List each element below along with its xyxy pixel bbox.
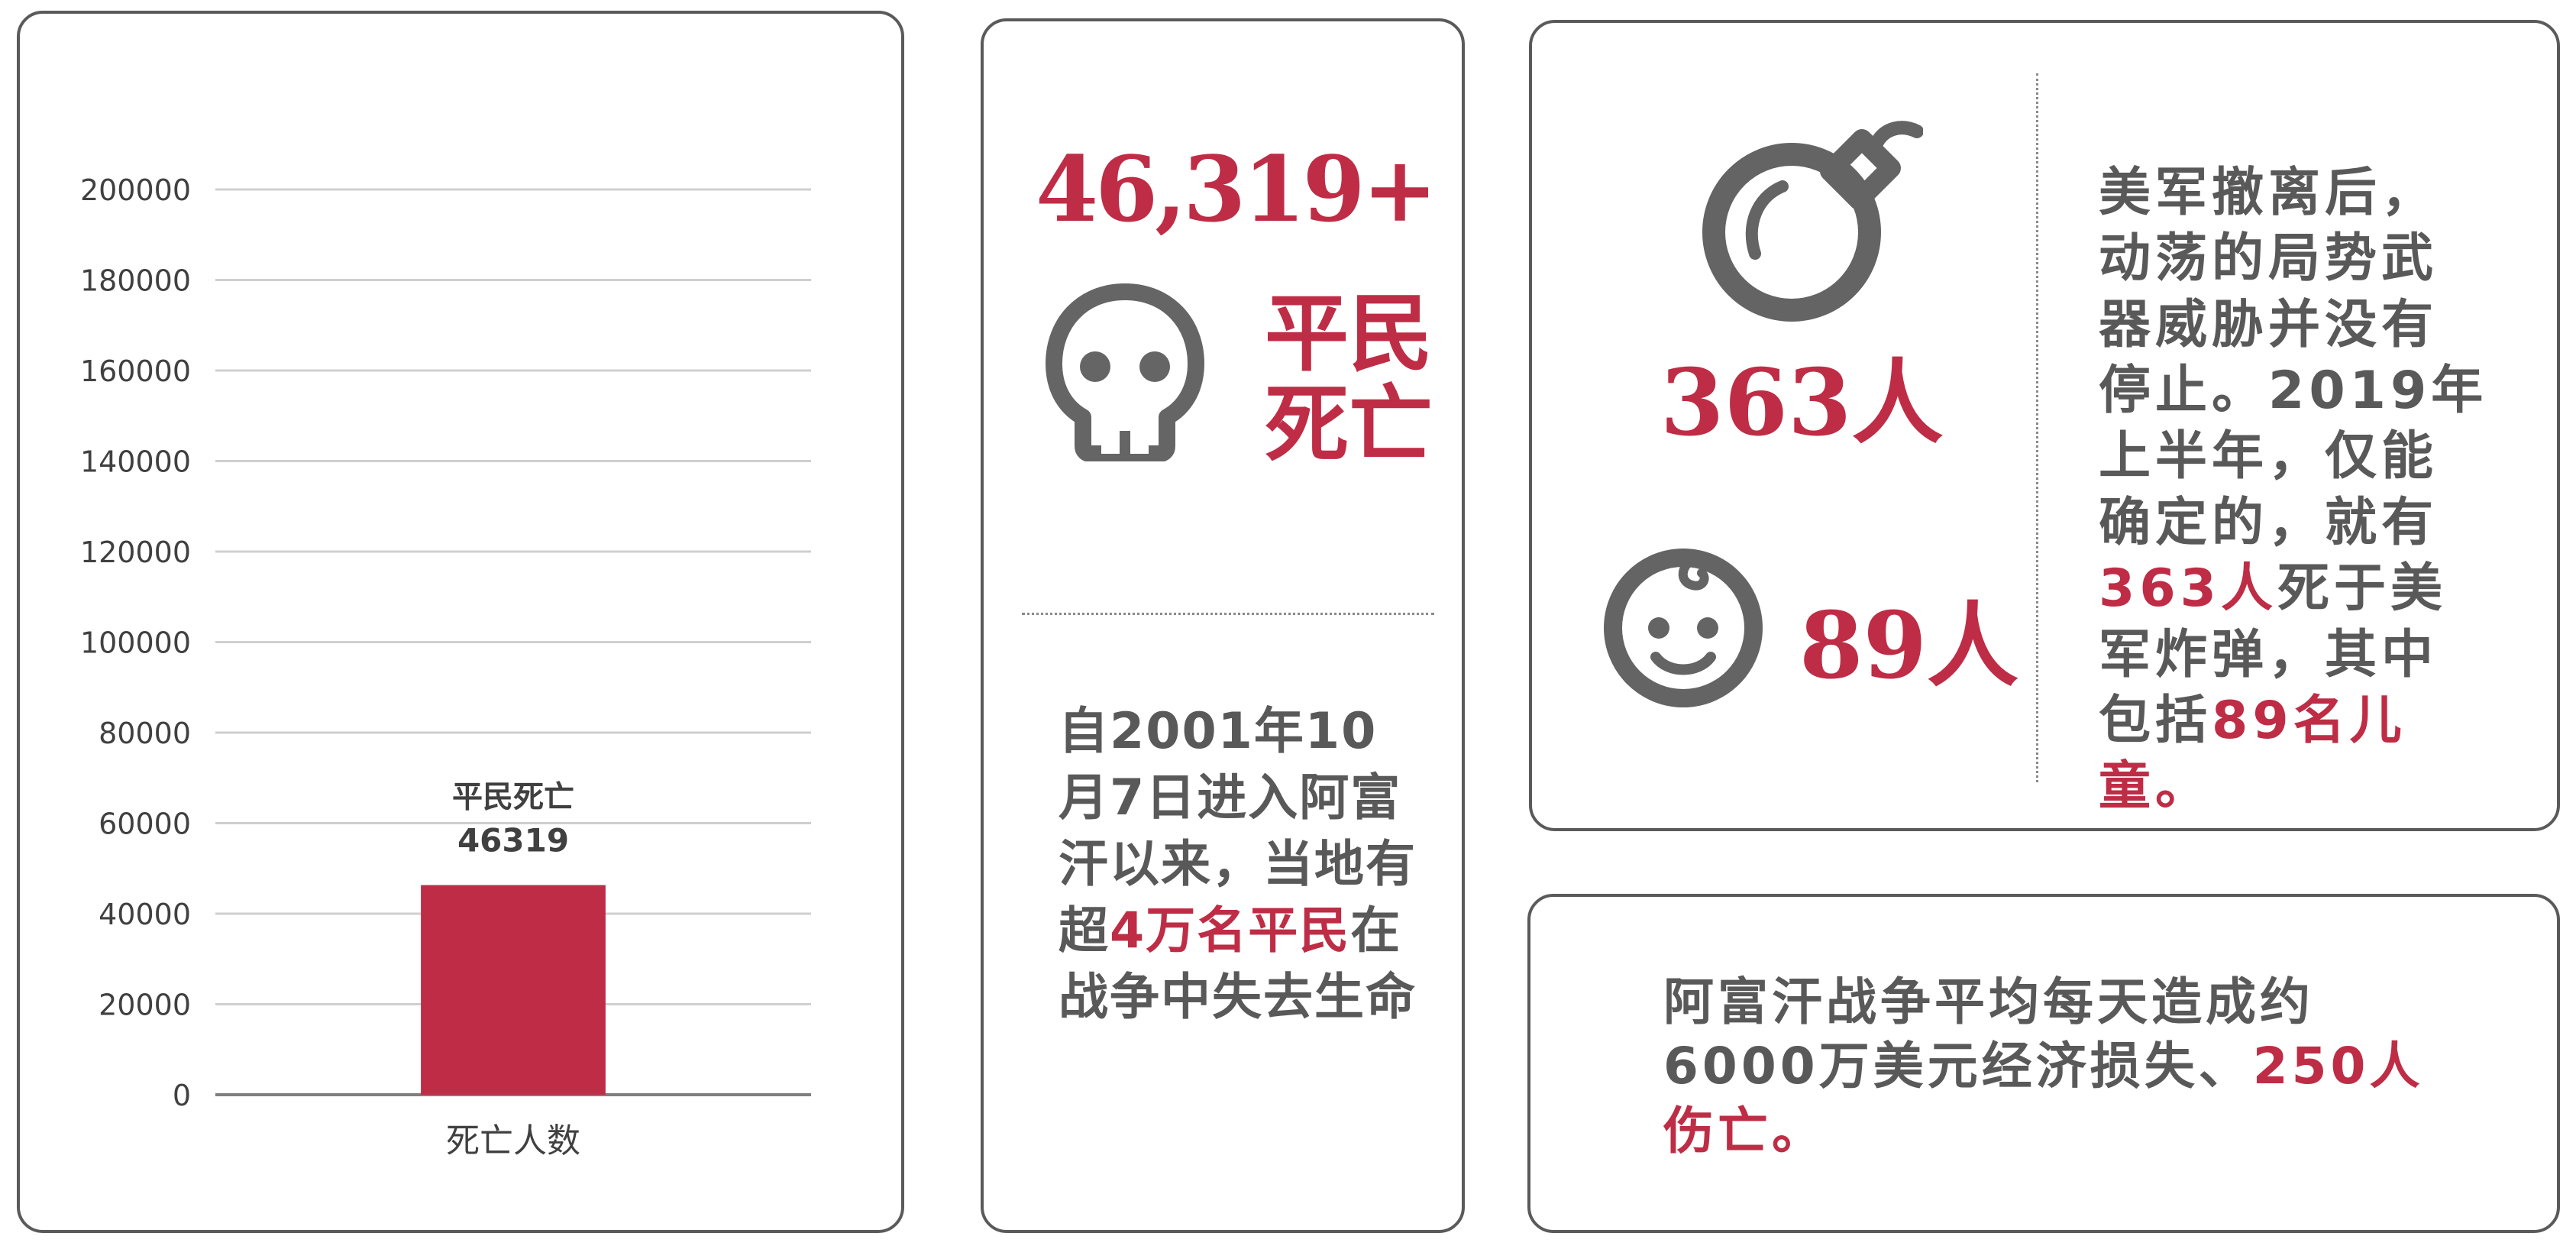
y-axis-ticks: 0 20000 40000 60000 80000 100000 120000 140000 1…: [80, 173, 191, 1112]
y-tick-label: 200000: [80, 173, 191, 207]
y-tick-label: 80000: [99, 717, 191, 750]
civilian-description: 自2001年10月7日进入阿富汗以来，当地有超4万名平民在战争中失去生命: [1059, 698, 1417, 1031]
bar-平民死亡: [421, 885, 606, 1095]
y-tick-label: 160000: [80, 354, 191, 388]
y-tick-label: 60000: [99, 807, 191, 841]
chart-panel: 0 20000 40000 60000 80000 100000 120000 140000 1…: [17, 11, 904, 1233]
y-tick-label: 120000: [80, 536, 191, 569]
y-tick-label: 100000: [80, 626, 191, 660]
civilian-desc-part1: 自2001年10月7日进入阿富汗以来，当地有超: [1059, 703, 1417, 960]
bar-data-label-name: 平民死亡: [452, 780, 574, 815]
y-tick-label: 20000: [99, 989, 191, 1022]
bomb-desc-part1: 美军撤离后，动荡的局势武器威胁并没有停止。2019年上半年，仅能确定的，就有: [2099, 163, 2488, 553]
civilian-death-count: 46,319+: [1036, 136, 1437, 242]
bomb-death-count: 363人: [1660, 349, 1944, 457]
chart-gridlines: [215, 188, 811, 1096]
civilian-death-label: 平民 死亡: [1265, 284, 1433, 474]
child-death-count: 89人: [1799, 592, 2018, 700]
bar-data-label-value: 46319: [457, 822, 569, 859]
y-tick-label: 0: [173, 1079, 191, 1112]
vertical-divider: [2036, 73, 2038, 782]
bomb-desc-part2: 死于美军炸弹，其中包括: [2099, 558, 2447, 751]
civilian-desc-part2: 在战争中失去生命: [1059, 902, 1417, 1027]
bomb-desc-highlight2: 89名儿童。: [2099, 690, 2406, 817]
chart-data-labels: 平民死亡 46319: [452, 780, 574, 859]
bomb-deaths-panel: 363人 89人 美军撤离后，动荡的局势武器威胁并没有停止。2019年上半年，仅…: [1529, 20, 2560, 831]
economic-desc-highlight: 250人伤亡。: [1663, 1037, 2424, 1160]
bomb-icon: [1702, 112, 1924, 325]
bomb-description: 美军撤离后，动荡的局势武器威胁并没有停止。2019年上半年，仅能确定的，就有36…: [2099, 160, 2488, 820]
chart-bars: [421, 885, 606, 1095]
civilian-death-label-line2: 死亡: [1265, 374, 1433, 474]
economic-description: 阿富汗战争平均每天造成约6000万美元经济损失、250人伤亡。: [1663, 970, 2442, 1163]
baby-face-icon: [1601, 545, 1766, 710]
skull-icon: [1043, 281, 1207, 462]
y-tick-label: 180000: [80, 264, 191, 298]
civilian-desc-highlight: 4万名平民: [1110, 902, 1351, 960]
economic-loss-panel: 阿富汗战争平均每天造成约6000万美元经济损失、250人伤亡。: [1527, 894, 2560, 1233]
bomb-desc-highlight1: 363人: [2099, 558, 2277, 620]
civilian-death-label-line1: 平民: [1265, 284, 1433, 383]
y-tick-label: 40000: [99, 898, 191, 931]
x-axis-category-label: 死亡人数: [446, 1121, 580, 1160]
economic-desc-part1: 阿富汗战争平均每天造成约6000万美元经济损失、: [1663, 973, 2314, 1096]
civilian-deaths-panel: 46,319+ 平民 死亡 自2001年10月7日进入阿富汗以来，当地有超4万名…: [981, 18, 1465, 1233]
y-tick-label: 140000: [80, 445, 191, 479]
deaths-bar-chart: 0 20000 40000 60000 80000 100000 120000 140000 1…: [80, 173, 811, 1160]
divider: [1022, 613, 1434, 615]
